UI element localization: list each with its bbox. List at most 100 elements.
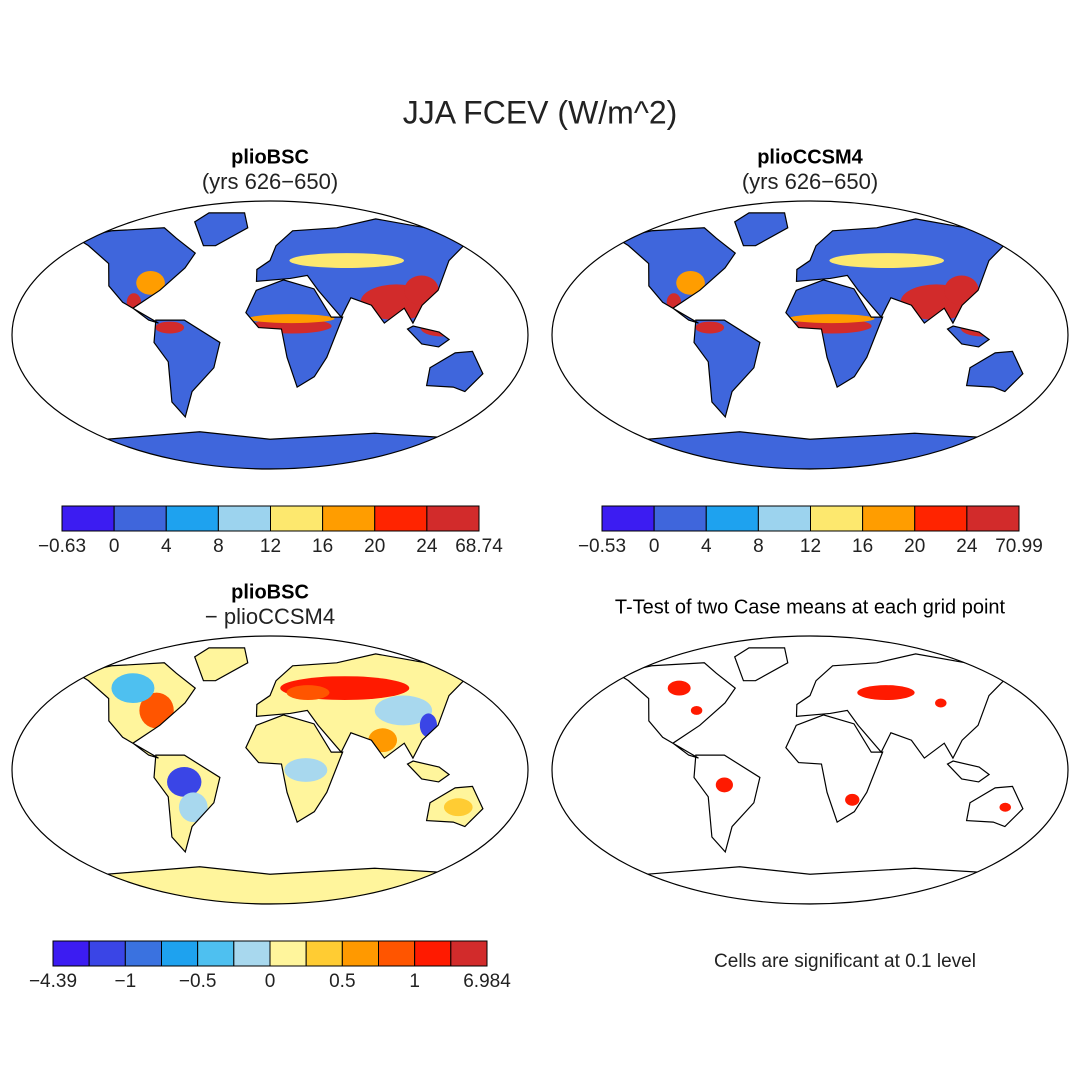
colorbar-swatch (966, 505, 1020, 532)
colorbar-label: 1 (409, 971, 420, 992)
colorbar-swatch (601, 505, 655, 532)
colorbar-label: 12 (800, 536, 821, 557)
value-patch (139, 692, 174, 729)
coastline (75, 662, 197, 759)
colorbar-label: 16 (852, 536, 873, 557)
colorbar-swatch (233, 940, 271, 967)
value-patch (374, 695, 433, 726)
colorbar-label: −0.5 (179, 971, 217, 992)
coastline (245, 279, 344, 389)
coastline (946, 325, 991, 348)
panel-title: T-Test of two Case means at each grid po… (615, 596, 1006, 618)
value-patch (443, 798, 473, 817)
panel-note: Cells are significant at 0.1 level (714, 951, 976, 972)
value-patch (167, 767, 202, 797)
coastline (965, 785, 1024, 828)
coastline (425, 785, 484, 828)
land-base (609, 212, 1023, 469)
colorbar-label: 20 (904, 536, 925, 557)
coastline (245, 714, 344, 824)
colorbar-swatch (374, 505, 428, 532)
colorbar-swatch (322, 505, 376, 532)
coastline (693, 754, 761, 854)
coastline (733, 647, 789, 682)
coastline (406, 325, 451, 348)
colorbar-swatch (88, 940, 126, 967)
colorbar-label: 6.984 (463, 971, 511, 992)
value-patch (111, 673, 155, 703)
panel-subtitle: (yrs 626−650) (202, 169, 338, 194)
coastline (785, 279, 884, 389)
map-frame (11, 200, 529, 470)
colorbar-swatch (414, 940, 452, 967)
coastline (68, 866, 475, 904)
value-patch (289, 253, 405, 268)
colorbar-swatch (305, 940, 343, 967)
value-patch (695, 321, 725, 334)
map (608, 212, 1024, 469)
colorbar-swatch (217, 505, 271, 532)
map (68, 647, 484, 904)
coastline (693, 319, 761, 419)
colorbar-label: 8 (213, 536, 224, 557)
coastline (153, 754, 221, 854)
coastline (68, 431, 475, 469)
value-patch (284, 758, 328, 782)
coastline (153, 319, 221, 419)
land-fill (69, 212, 483, 469)
coastline (785, 714, 884, 824)
colorbar-label: 24 (956, 536, 978, 557)
coastline (615, 227, 737, 324)
coastline (946, 760, 991, 783)
coastline (193, 647, 249, 682)
colorbar-label: 0 (109, 536, 120, 557)
land-base (609, 647, 1023, 904)
coastline (795, 653, 1018, 760)
colorbar-label: 0 (649, 536, 660, 557)
colorbar-swatch (757, 505, 811, 532)
colorbar-label: 20 (364, 536, 385, 557)
colorbar-label: 0 (265, 971, 276, 992)
map-frame (551, 635, 1069, 905)
value-patch (715, 777, 733, 793)
map (608, 647, 1024, 904)
value-patch (155, 321, 185, 334)
value-patch (845, 793, 860, 806)
colorbar-label: 70.99 (995, 536, 1043, 557)
value-patch (404, 275, 439, 306)
panel-title: plioCCSM4 (757, 146, 863, 168)
value-patch (368, 728, 398, 753)
land-base (69, 212, 483, 469)
colorbar-swatch (165, 505, 219, 532)
value-patch (935, 698, 947, 708)
value-patch (690, 705, 703, 715)
coastline (615, 662, 737, 759)
value-patch (286, 685, 330, 701)
map-frame (11, 635, 529, 905)
colorbar-swatch (450, 940, 488, 967)
land-base (69, 647, 483, 904)
colorbar-swatch (705, 505, 759, 532)
colorbar-label: −0.63 (38, 536, 86, 557)
colorbar-swatch (653, 505, 707, 532)
value-patch (667, 680, 691, 696)
value-patch (248, 314, 335, 324)
land-fill (609, 647, 1023, 904)
colorbar-swatch (197, 940, 235, 967)
colorbar-label: 24 (416, 536, 438, 557)
colorbar-label: 68.74 (455, 536, 503, 557)
land-fill (69, 647, 483, 904)
coastline (965, 350, 1024, 393)
value-patch (178, 792, 208, 823)
colorbar-label: 4 (701, 536, 712, 557)
value-patch (676, 270, 705, 295)
value-patch (788, 314, 875, 324)
figure-title: JJA FCEV (W/m^2) (403, 94, 678, 130)
map (68, 212, 484, 469)
colorbar-swatch (862, 505, 916, 532)
panel-title: plioBSC (231, 146, 309, 168)
colorbar-swatch (61, 505, 115, 532)
land-fill (609, 212, 1023, 469)
